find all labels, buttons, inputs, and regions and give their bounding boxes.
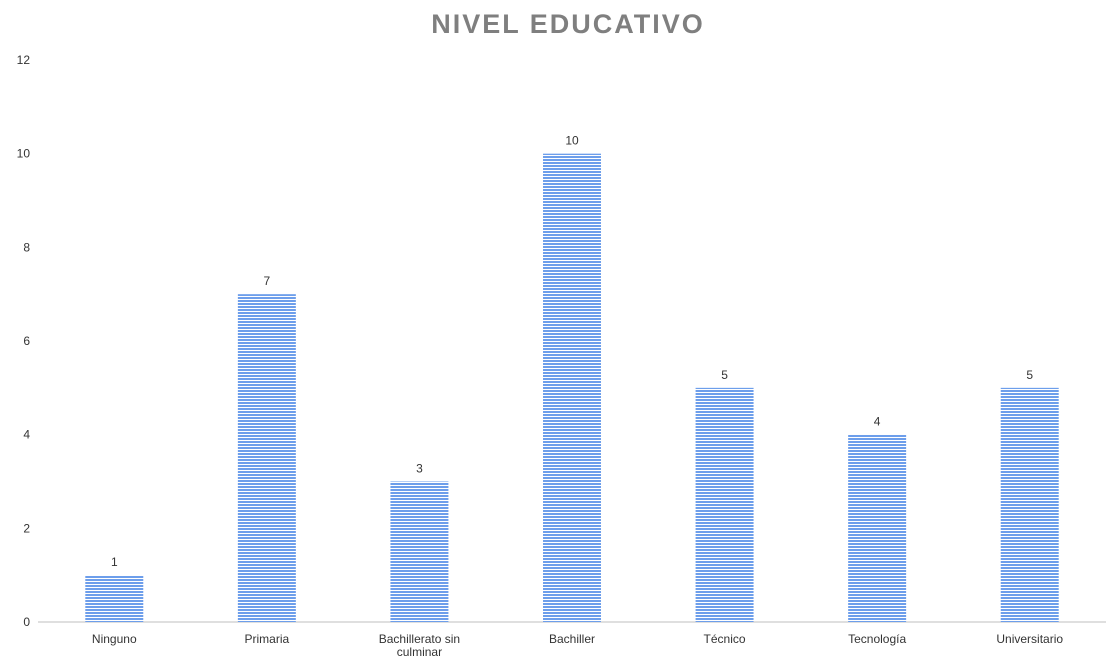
- data-label: 1: [111, 555, 118, 569]
- bar: [848, 434, 907, 622]
- x-tick-label: Primaria: [245, 632, 290, 646]
- data-label: 3: [416, 462, 423, 476]
- bar: [695, 387, 754, 622]
- y-tick-label: 0: [23, 615, 30, 629]
- y-tick-label: 10: [17, 147, 31, 161]
- bar: [85, 575, 144, 622]
- data-label: 5: [721, 368, 728, 382]
- data-label: 10: [565, 134, 579, 148]
- y-tick-label: 2: [23, 521, 30, 535]
- data-label: 7: [264, 274, 271, 288]
- chart-title: NIVEL EDUCATIVO: [431, 9, 705, 39]
- bar: [390, 481, 449, 622]
- y-tick-label: 12: [17, 53, 31, 67]
- x-tick-label: Ninguno: [92, 632, 137, 646]
- bars: [85, 153, 1059, 622]
- y-tick-label: 4: [23, 428, 30, 442]
- x-tick-label: Técnico: [704, 632, 746, 646]
- x-axis: Ninguno Primaria Bachillerato sin culminar B…: [92, 632, 1063, 659]
- y-axis: 0 2 4 6 8 10 12: [17, 53, 31, 629]
- y-tick-label: 6: [23, 334, 30, 348]
- data-label: 5: [1026, 368, 1033, 382]
- bar: [237, 294, 296, 622]
- data-label: 4: [874, 415, 881, 429]
- x-tick-label: Bachiller: [549, 632, 595, 646]
- x-tick-label: Bachillerato sin culminar: [379, 632, 460, 659]
- bar: [1000, 387, 1059, 622]
- y-tick-label: 8: [23, 240, 30, 254]
- bar: [543, 153, 601, 622]
- data-labels: 1 7 3 10 5 4 5: [111, 134, 1033, 570]
- x-tick-label: Universitario: [996, 632, 1063, 646]
- x-tick-label: Tecnología: [848, 632, 906, 646]
